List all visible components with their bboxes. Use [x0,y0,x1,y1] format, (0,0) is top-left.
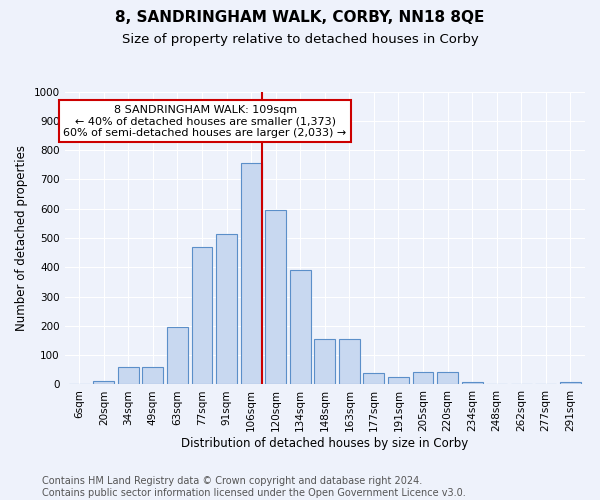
Bar [339,339,360,384]
Bar [118,367,139,384]
Text: 8, SANDRINGHAM WALK, CORBY, NN18 8QE: 8, SANDRINGHAM WALK, CORBY, NN18 8QE [115,10,485,25]
Bar [142,367,163,384]
Bar [314,339,335,384]
Text: 8 SANDRINGHAM WALK: 109sqm
← 40% of detached houses are smaller (1,373)
60% of s: 8 SANDRINGHAM WALK: 109sqm ← 40% of deta… [64,104,347,138]
Y-axis label: Number of detached properties: Number of detached properties [15,145,28,331]
Bar [290,270,311,384]
Bar [216,234,237,384]
Bar [265,210,286,384]
Bar [413,372,433,384]
Text: Size of property relative to detached houses in Corby: Size of property relative to detached ho… [122,32,478,46]
Bar [388,377,409,384]
X-axis label: Distribution of detached houses by size in Corby: Distribution of detached houses by size … [181,437,469,450]
Bar [461,382,482,384]
Bar [191,247,212,384]
Bar [364,372,385,384]
Bar [167,328,188,384]
Bar [94,381,114,384]
Bar [560,382,581,384]
Bar [437,372,458,384]
Bar [241,164,262,384]
Text: Contains HM Land Registry data © Crown copyright and database right 2024.
Contai: Contains HM Land Registry data © Crown c… [42,476,466,498]
